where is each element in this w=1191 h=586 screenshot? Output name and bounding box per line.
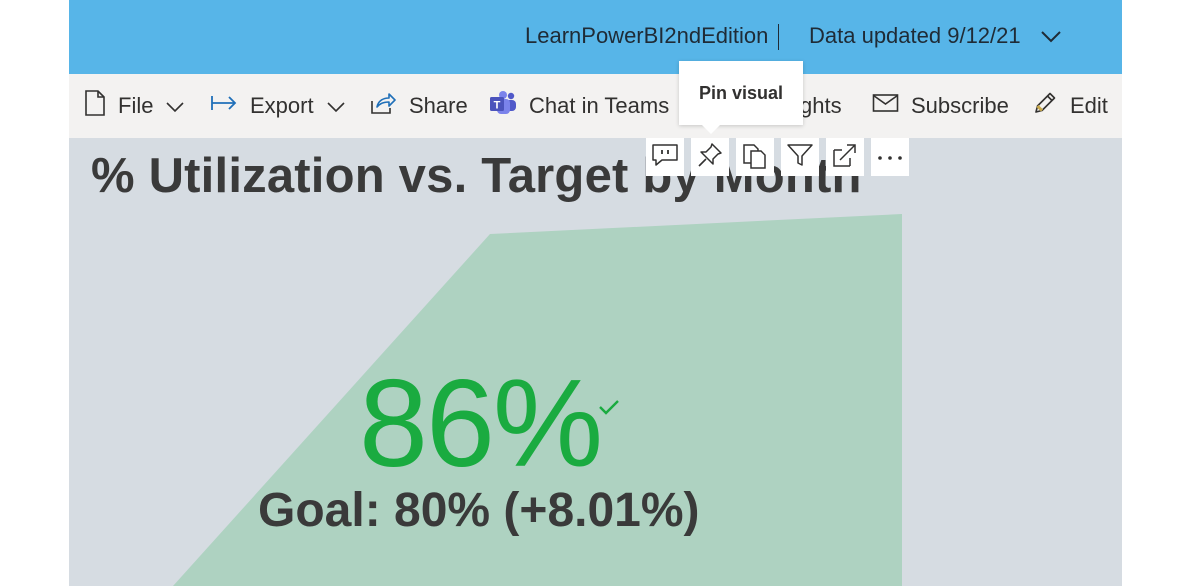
more-options-icon <box>876 148 904 166</box>
svg-text:T: T <box>494 100 501 112</box>
insights-label: ghts <box>800 93 842 118</box>
check-icon <box>598 399 620 420</box>
kpi-goal-label: Goal: 80% <box>258 484 491 537</box>
share-icon <box>369 91 397 121</box>
share-label: Share <box>409 93 468 118</box>
copy-icon <box>742 141 768 174</box>
comment-button[interactable] <box>646 138 684 176</box>
report-header: LearnPowerBI2ndEdition Data updated 9/12… <box>69 0 1122 74</box>
kpi-delta: (+8.01%) <box>503 484 700 537</box>
workspace-name[interactable]: LearnPowerBI2ndEdition <box>525 23 769 48</box>
export-label: Export <box>250 93 314 118</box>
focus-mode-button[interactable] <box>826 138 864 176</box>
power-bi-report: LearnPowerBI2ndEdition Data updated 9/12… <box>69 0 1122 586</box>
mail-icon <box>872 93 899 119</box>
visual-title: % Utilization vs. Target by Month <box>91 149 862 203</box>
chat-in-teams-button[interactable]: T Chat in Teams <box>489 74 669 138</box>
edit-button[interactable]: Edit <box>1032 74 1108 138</box>
subscribe-button[interactable]: Subscribe <box>872 74 1009 138</box>
tooltip-arrow <box>702 125 720 134</box>
action-bar: File Export Share T Chat in Teams <box>69 74 1122 138</box>
share-button[interactable]: Share <box>369 74 468 138</box>
filter-icon <box>786 142 814 173</box>
file-menu-button[interactable]: File <box>84 74 185 138</box>
pin-visual-button[interactable] <box>691 138 729 176</box>
export-menu-button[interactable]: Export <box>210 74 346 138</box>
teams-icon: T <box>489 90 517 122</box>
data-updated-label[interactable]: Data updated 9/12/21 <box>809 23 1021 48</box>
pencil-icon <box>1032 90 1058 122</box>
chevron-down-icon <box>165 93 185 119</box>
pin-icon <box>697 142 723 173</box>
export-icon <box>210 93 238 119</box>
kpi-value: 86% <box>359 355 603 493</box>
report-canvas: % Utilization vs. Target by Month 86% Go… <box>69 138 1122 586</box>
focus-mode-icon <box>832 142 858 173</box>
kpi-trend-area <box>173 214 902 586</box>
copy-visual-button[interactable] <box>736 138 774 176</box>
insights-button[interactable]: ghts <box>800 74 842 138</box>
chat-in-teams-label: Chat in Teams <box>529 93 670 118</box>
file-icon <box>84 90 106 122</box>
subscribe-label: Subscribe <box>911 93 1009 118</box>
kpi-goal: Goal: 80% (+8.01%) <box>258 483 700 538</box>
chevron-down-icon <box>326 93 346 119</box>
comment-icon <box>651 142 679 173</box>
visual-header <box>646 138 909 176</box>
edit-label: Edit <box>1070 93 1108 118</box>
pin-visual-tooltip: Pin visual <box>679 61 803 125</box>
header-separator <box>778 24 779 50</box>
more-options-button[interactable] <box>871 138 909 176</box>
file-label: File <box>118 93 154 118</box>
chevron-down-icon[interactable] <box>1039 26 1063 46</box>
filter-button[interactable] <box>781 138 819 176</box>
